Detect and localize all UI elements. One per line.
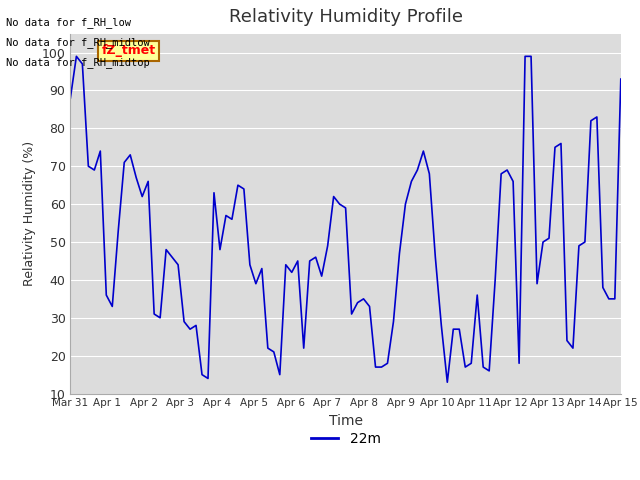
- Text: No data for f_RH_midtop: No data for f_RH_midtop: [6, 57, 150, 68]
- Text: No data for f_RH_midlow: No data for f_RH_midlow: [6, 37, 150, 48]
- Text: No data for f_RH_low: No data for f_RH_low: [6, 17, 131, 28]
- X-axis label: Time: Time: [328, 414, 363, 428]
- Title: Relativity Humidity Profile: Relativity Humidity Profile: [228, 9, 463, 26]
- Text: fZ_tmet: fZ_tmet: [102, 45, 156, 58]
- Legend: 22m: 22m: [305, 426, 386, 452]
- Y-axis label: Relativity Humidity (%): Relativity Humidity (%): [23, 141, 36, 286]
